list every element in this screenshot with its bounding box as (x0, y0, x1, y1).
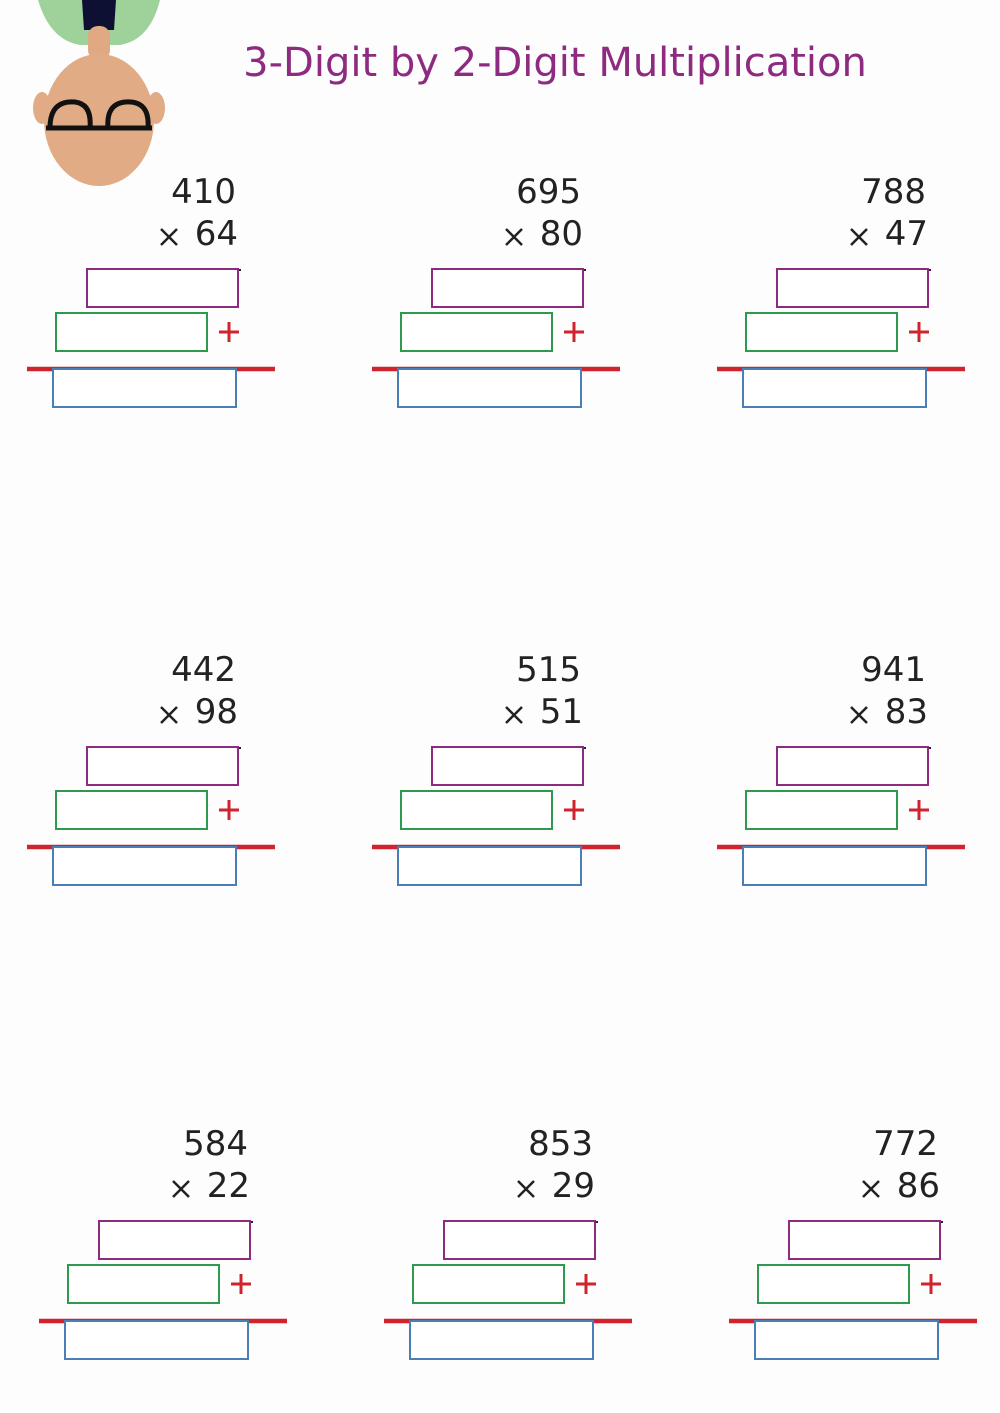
partial-product-1-input[interactable] (443, 1220, 596, 1260)
answer-input[interactable] (754, 1320, 939, 1360)
multiplicand: 515 (516, 650, 581, 690)
partial-product-1-input[interactable] (776, 746, 929, 786)
times-sign (170, 1178, 192, 1204)
multiplier: 22 (206, 1166, 250, 1206)
answer-input[interactable] (409, 1320, 594, 1360)
plus-sign (907, 320, 931, 348)
times-sign (158, 704, 180, 730)
partial-product-1-input[interactable] (431, 268, 584, 308)
partial-product-1-input[interactable] (431, 746, 584, 786)
multiplier: 83 (884, 692, 928, 732)
answer-input[interactable] (397, 368, 582, 408)
multiplicand: 772 (873, 1124, 938, 1164)
partial-product-2-input[interactable] (400, 312, 553, 352)
answer-input[interactable] (742, 846, 927, 886)
partial-product-2-input[interactable] (745, 790, 898, 830)
plus-sign (217, 798, 241, 826)
times-sign (503, 226, 525, 252)
multiplicand: 788 (861, 172, 926, 212)
multiplicand: 853 (528, 1124, 593, 1164)
multiplier: 51 (539, 692, 583, 732)
multiplicand: 442 (171, 650, 236, 690)
times-sign (848, 704, 870, 730)
partial-product-2-input[interactable] (757, 1264, 910, 1304)
times-sign (515, 1178, 537, 1204)
partial-product-1-input[interactable] (86, 746, 239, 786)
plus-sign (907, 798, 931, 826)
plus-sign (229, 1272, 253, 1300)
plus-sign (217, 320, 241, 348)
multiplier: 86 (896, 1166, 940, 1206)
multiplicand: 584 (183, 1124, 248, 1164)
multiplier: 47 (884, 214, 928, 254)
answer-input[interactable] (52, 846, 237, 886)
worksheet-title: 3-Digit by 2-Digit Multiplication (243, 40, 867, 86)
partial-product-1-input[interactable] (86, 268, 239, 308)
partial-product-2-input[interactable] (55, 790, 208, 830)
multiplier: 64 (194, 214, 238, 254)
partial-product-2-input[interactable] (745, 312, 898, 352)
answer-input[interactable] (52, 368, 237, 408)
answer-input[interactable] (742, 368, 927, 408)
partial-product-1-input[interactable] (98, 1220, 251, 1260)
plus-sign (562, 798, 586, 826)
multiplier: 80 (539, 214, 583, 254)
multiplicand: 941 (861, 650, 926, 690)
answer-input[interactable] (397, 846, 582, 886)
multiplier: 29 (551, 1166, 595, 1206)
times-sign (158, 226, 180, 252)
partial-product-2-input[interactable] (412, 1264, 565, 1304)
answer-input[interactable] (64, 1320, 249, 1360)
plus-sign (574, 1272, 598, 1300)
multiplicand: 695 (516, 172, 581, 212)
partial-product-1-input[interactable] (776, 268, 929, 308)
multiplicand: 410 (171, 172, 236, 212)
partial-product-2-input[interactable] (55, 312, 208, 352)
partial-product-1-input[interactable] (788, 1220, 941, 1260)
plus-sign (919, 1272, 943, 1300)
times-sign (860, 1178, 882, 1204)
times-sign (503, 704, 525, 730)
partial-product-2-input[interactable] (400, 790, 553, 830)
times-sign (848, 226, 870, 252)
multiplier: 98 (194, 692, 238, 732)
partial-product-2-input[interactable] (67, 1264, 220, 1304)
teacher-illustration (33, 0, 165, 186)
plus-sign (562, 320, 586, 348)
